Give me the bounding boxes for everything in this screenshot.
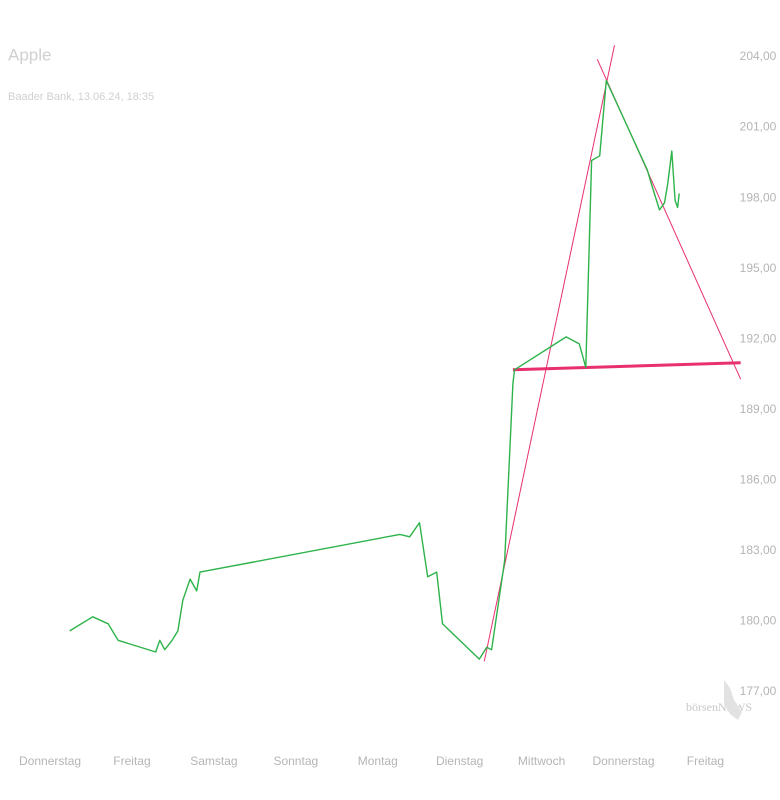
y-tick-label: 204,00 xyxy=(740,49,777,63)
y-tick-label: 186,00 xyxy=(740,473,777,487)
y-tick-label: 177,00 xyxy=(740,684,777,698)
y-tick-label: 189,00 xyxy=(740,402,777,416)
trend-line xyxy=(483,45,615,662)
y-tick-label: 180,00 xyxy=(740,614,777,628)
x-tick-label: Dienstag xyxy=(436,754,483,768)
y-tick-label: 195,00 xyxy=(740,261,777,275)
x-tick-label: Freitag xyxy=(113,754,150,768)
y-tick-label: 201,00 xyxy=(740,120,777,134)
x-tick-label: Montag xyxy=(358,754,398,768)
x-tick-label: Freitag xyxy=(687,754,724,768)
x-tick-label: Sonntag xyxy=(273,754,318,768)
y-tick-label: 192,00 xyxy=(740,331,777,345)
y-tick-label: 183,00 xyxy=(740,543,777,557)
x-tick-label: Donnerstag xyxy=(592,754,654,768)
watermark: börsenNEWS xyxy=(686,700,752,714)
watermark-icon xyxy=(724,680,742,720)
chart-subtitle: Baader Bank, 13.06.24, 18:35 xyxy=(8,91,154,103)
y-tick-label: 198,00 xyxy=(740,190,777,204)
x-tick-label: Mittwoch xyxy=(518,754,565,768)
x-tick-label: Samstag xyxy=(190,754,237,768)
trend-line xyxy=(512,361,741,372)
x-tick-label: Donnerstag xyxy=(19,754,81,768)
price-line xyxy=(69,79,680,660)
chart-title: Apple xyxy=(8,45,51,64)
